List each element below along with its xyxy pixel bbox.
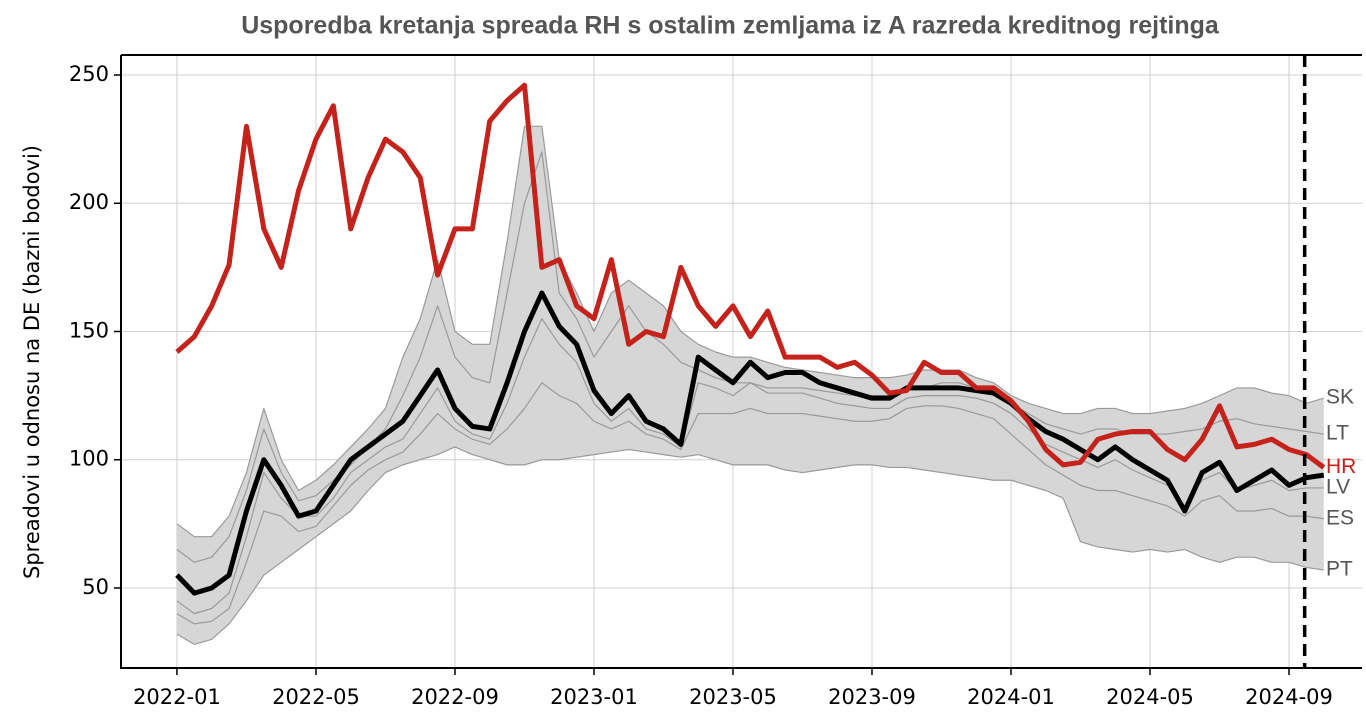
axes-frame bbox=[120, 54, 1362, 669]
x-tick-label: 2022-09 bbox=[411, 685, 499, 709]
y-tick-label: 50 bbox=[82, 575, 109, 599]
series-line bbox=[175, 82, 1326, 470]
x-tick-label: 2023-01 bbox=[550, 685, 638, 709]
x-tick-label: 2024-05 bbox=[1106, 685, 1194, 709]
y-tick-label: 250 bbox=[69, 62, 109, 86]
x-tick-label: 2023-05 bbox=[689, 685, 777, 709]
series-line bbox=[175, 290, 1325, 596]
series-label: PT bbox=[1326, 558, 1353, 581]
x-tick-label: 2022-01 bbox=[133, 685, 221, 709]
x-tick-label: 2022-05 bbox=[272, 685, 360, 709]
y-tick-label: 100 bbox=[69, 447, 109, 471]
band-line bbox=[176, 125, 1324, 538]
band-line bbox=[176, 382, 1324, 625]
y-tick-label: 150 bbox=[69, 318, 109, 342]
x-tick-label: 2023-09 bbox=[828, 685, 916, 709]
series-label: LV bbox=[1326, 475, 1350, 498]
series-label: ES bbox=[1326, 506, 1354, 529]
x-tick-label: 2024-01 bbox=[967, 685, 1055, 709]
series-label: HR bbox=[1326, 455, 1356, 478]
x-tick-label: 2024-09 bbox=[1245, 685, 1333, 709]
chart-title: Usporedba kretanja spreada RH s ostalim … bbox=[241, 12, 1220, 40]
band-line bbox=[176, 318, 1324, 615]
band-line bbox=[176, 446, 1324, 646]
y-axis-label: Spreadovi u odnosu na DE (bazni bodovi) bbox=[20, 145, 44, 579]
band bbox=[176, 126, 1324, 645]
series-label: SK bbox=[1326, 386, 1354, 409]
y-tick-label: 200 bbox=[69, 190, 109, 214]
series-label: LT bbox=[1326, 422, 1349, 445]
